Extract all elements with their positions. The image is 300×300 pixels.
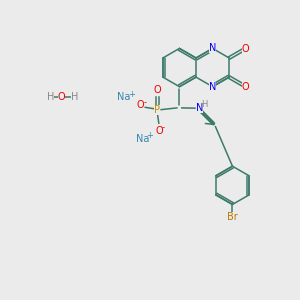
Text: +: + [128,90,135,99]
Text: O: O [242,44,249,54]
Text: Na: Na [117,92,130,102]
Text: H: H [71,92,79,102]
Text: Na: Na [136,134,149,144]
Text: H: H [47,92,54,102]
Text: N: N [209,82,216,92]
Text: O: O [155,126,163,136]
Text: N: N [196,103,203,113]
Text: -: - [143,98,146,107]
Text: O: O [137,100,144,110]
Text: P: P [154,105,160,115]
Text: +: + [147,131,153,140]
Text: Br: Br [227,212,238,222]
Text: O: O [242,82,249,92]
Text: N: N [209,44,216,53]
Text: O: O [58,92,65,102]
Text: H: H [201,100,207,109]
Text: O: O [154,85,161,95]
Text: -: - [161,123,164,132]
